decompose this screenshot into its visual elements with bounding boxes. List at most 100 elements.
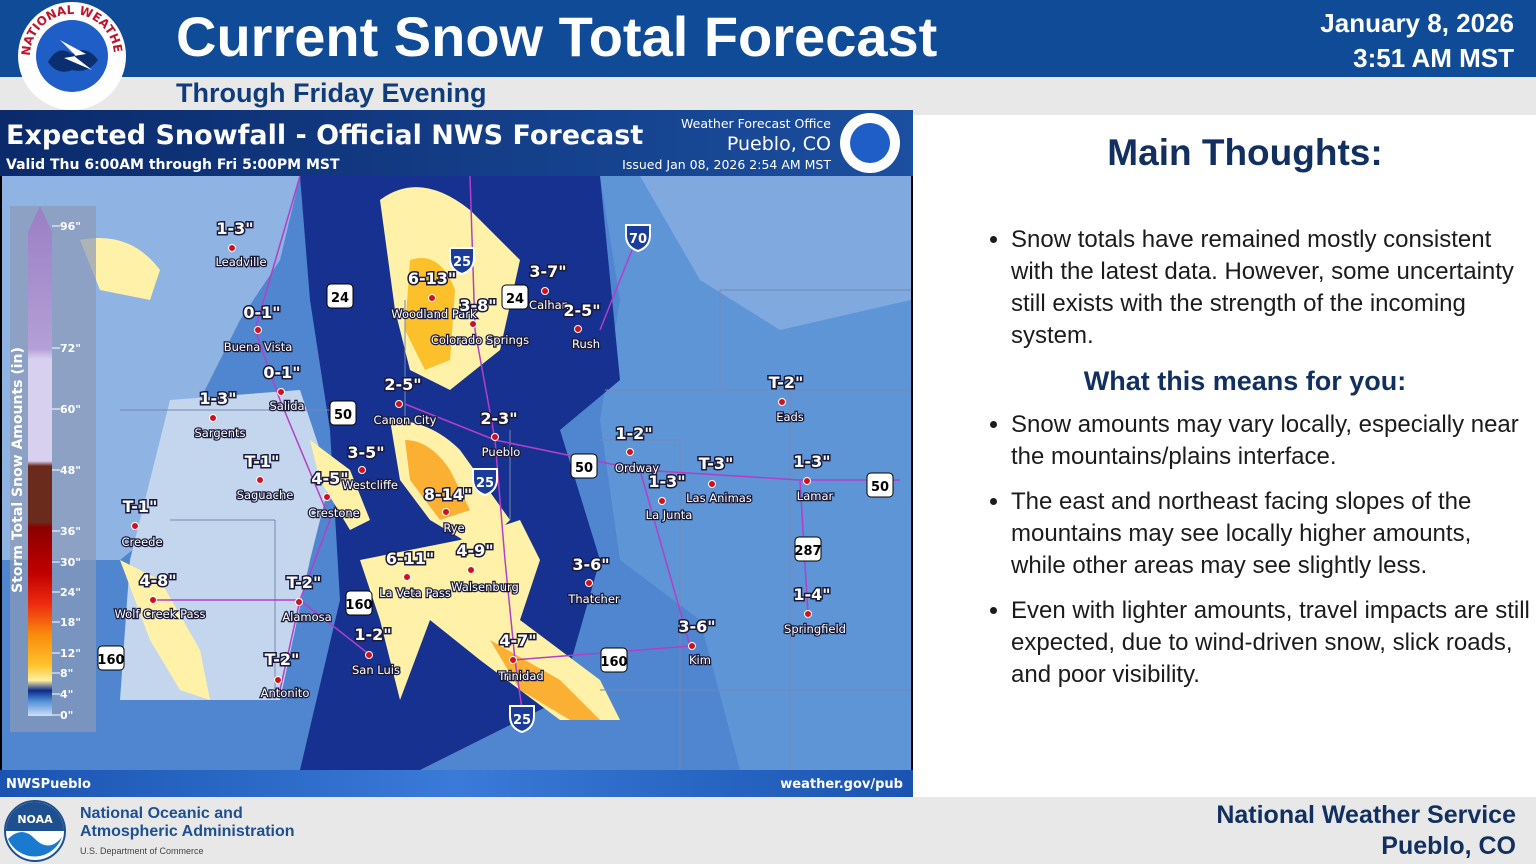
- highway-label: 287: [794, 544, 821, 559]
- snow-amount: 1-2": [615, 424, 652, 443]
- thoughts-panel: Main Thoughts: Snow totals have remained…: [960, 130, 1530, 704]
- map-footer-right: weather.gov/pub: [780, 777, 903, 792]
- city-dot: [365, 651, 373, 659]
- bullet: Snow totals have remained mostly consist…: [1011, 224, 1530, 352]
- us-shield: [866, 472, 894, 498]
- snow-6-12: [310, 440, 370, 530]
- snow-amount: 2-5": [384, 375, 421, 394]
- city-name: Walsenburg: [451, 580, 519, 594]
- city-name: Las Animas: [686, 491, 752, 505]
- plains-light: [640, 176, 911, 330]
- office-label: Weather Forecast Office: [681, 116, 831, 131]
- legend-box: [10, 206, 96, 732]
- city-dot: [323, 493, 331, 501]
- city-name: Ordway: [615, 461, 659, 475]
- noaa-line: Atmospheric Administration: [80, 823, 295, 840]
- snow-amount: T-2": [265, 650, 300, 669]
- map-footer: [0, 770, 913, 797]
- highway-label: 50: [334, 408, 352, 423]
- snow-amount: 2-5": [563, 301, 600, 320]
- noaa-line: National Oceanic and: [80, 805, 243, 822]
- snow-amount: T-1": [123, 497, 158, 516]
- city-dot: [574, 325, 582, 333]
- city-name: Eads: [776, 410, 804, 424]
- city-dot: [256, 476, 264, 484]
- us-shield: [326, 283, 354, 309]
- city-dot: [541, 287, 549, 295]
- office-signature: National Weather Service Pueblo, CO: [1216, 800, 1516, 862]
- city-dot: [131, 522, 139, 530]
- county-lines: [120, 289, 911, 770]
- legend-ramp: [28, 206, 52, 716]
- city-dot: [358, 466, 366, 474]
- bullet-list: Snow amounts may vary locally, especiall…: [960, 409, 1530, 691]
- city-name: Springfield: [784, 622, 846, 636]
- legend-label: 36": [60, 525, 81, 538]
- city-name: Westcliffe: [342, 478, 398, 492]
- highway-label: 25: [453, 255, 471, 270]
- us-shield: [501, 284, 529, 310]
- map-valid: Valid Thu 6:00AM through Fri 5:00PM MST: [6, 157, 340, 173]
- highway-label: 25: [513, 713, 531, 728]
- city-name: Creede: [121, 535, 162, 549]
- us-shield: [329, 400, 357, 426]
- office-line: Pueblo, CO: [1381, 832, 1516, 860]
- highway-label: 24: [331, 291, 349, 306]
- noaa-dept: U.S. Department of Commerce: [80, 846, 204, 856]
- city-name: Alamosa: [282, 610, 331, 624]
- city-dot: [277, 388, 285, 396]
- interstate-shield: [625, 224, 651, 253]
- city-dot: [509, 656, 517, 664]
- city-name: Rush: [572, 337, 600, 351]
- us-shield: [97, 645, 125, 671]
- snow-amount: 3-7": [529, 262, 566, 281]
- city-name: San Luis: [352, 663, 400, 677]
- snow-amount: 8-14": [424, 485, 472, 504]
- map-header: [0, 110, 913, 176]
- snow-amount: 4-9": [456, 541, 493, 560]
- city-name: Antonito: [261, 686, 310, 700]
- legend-title: Storm Total Snow Amounts (in): [10, 347, 26, 593]
- panel-subheading: What this means for you:: [1083, 366, 1407, 396]
- city-name: Woodland Park: [391, 307, 477, 321]
- us-shield: [600, 647, 628, 673]
- legend-label: 24": [60, 586, 81, 599]
- city-name: Rye: [443, 521, 464, 535]
- legend-label: 60": [60, 403, 81, 416]
- city-dot: [585, 579, 593, 587]
- highway-label: 50: [871, 480, 889, 495]
- snow-amount: 4-5": [311, 469, 348, 488]
- interstate-shield: [509, 705, 535, 734]
- us-shield: [570, 453, 598, 479]
- snow-amount: T-1": [245, 452, 280, 471]
- issued: Issued Jan 08, 2026 2:54 AM MST: [622, 157, 831, 172]
- city-dot: [469, 320, 477, 328]
- snow-6-12: [120, 560, 210, 700]
- city-name: Calhan: [529, 298, 569, 312]
- city-name: Buena Vista: [224, 340, 293, 354]
- snow-amount: 3-6": [572, 555, 609, 574]
- city-dot: [626, 448, 634, 456]
- city-name: Trinidad: [497, 669, 543, 683]
- interstate-shield: [472, 468, 498, 497]
- snow-amount: 1-4": [793, 585, 830, 604]
- city-name: Wolf Creek Pass: [114, 607, 205, 621]
- timestamp: January 8, 2026 3:51 AM MST: [1320, 6, 1514, 76]
- city-name: Saguache: [237, 488, 294, 502]
- highway-label: 160: [345, 598, 372, 613]
- subtitle-strip: [0, 77, 1536, 115]
- map-logo-inner: [850, 123, 890, 163]
- city-dot: [778, 398, 786, 406]
- city-name: Lamar: [797, 489, 834, 503]
- snow-amount: 0-1": [243, 303, 280, 322]
- snow-amount: 4-8": [139, 571, 176, 590]
- plains-area: [600, 176, 911, 770]
- bullet: Snow amounts may vary locally, especiall…: [1011, 409, 1530, 473]
- city-dot: [395, 400, 403, 408]
- city-name: La Junta: [646, 508, 693, 522]
- snow-map: Expected Snowfall - Official NWS Forecas…: [0, 110, 913, 797]
- snow-6-12: [80, 238, 160, 300]
- header-bar: [0, 0, 1536, 77]
- city-name: Leadville: [215, 255, 266, 269]
